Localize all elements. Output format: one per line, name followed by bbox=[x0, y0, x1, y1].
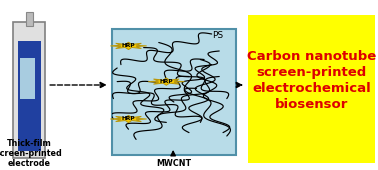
Text: Thick-film
screen-printed
electrode: Thick-film screen-printed electrode bbox=[0, 139, 63, 168]
Bar bbox=[26, 12, 33, 26]
Bar bbox=[248, 15, 375, 163]
Text: HRP: HRP bbox=[160, 79, 173, 84]
Text: HRP: HRP bbox=[122, 43, 135, 48]
Bar bbox=[18, 41, 41, 151]
Polygon shape bbox=[110, 42, 147, 50]
Text: HRP: HRP bbox=[122, 116, 135, 122]
Bar bbox=[13, 22, 45, 158]
Polygon shape bbox=[110, 115, 147, 123]
Polygon shape bbox=[148, 78, 184, 85]
Bar bbox=[112, 29, 236, 155]
Text: Carbon nanotube
screen-printed
electrochemical
biosensor: Carbon nanotube screen-printed electroch… bbox=[247, 50, 376, 111]
Bar bbox=[20, 58, 35, 99]
Text: MWCNT: MWCNT bbox=[156, 159, 191, 168]
Text: PS: PS bbox=[212, 31, 223, 40]
